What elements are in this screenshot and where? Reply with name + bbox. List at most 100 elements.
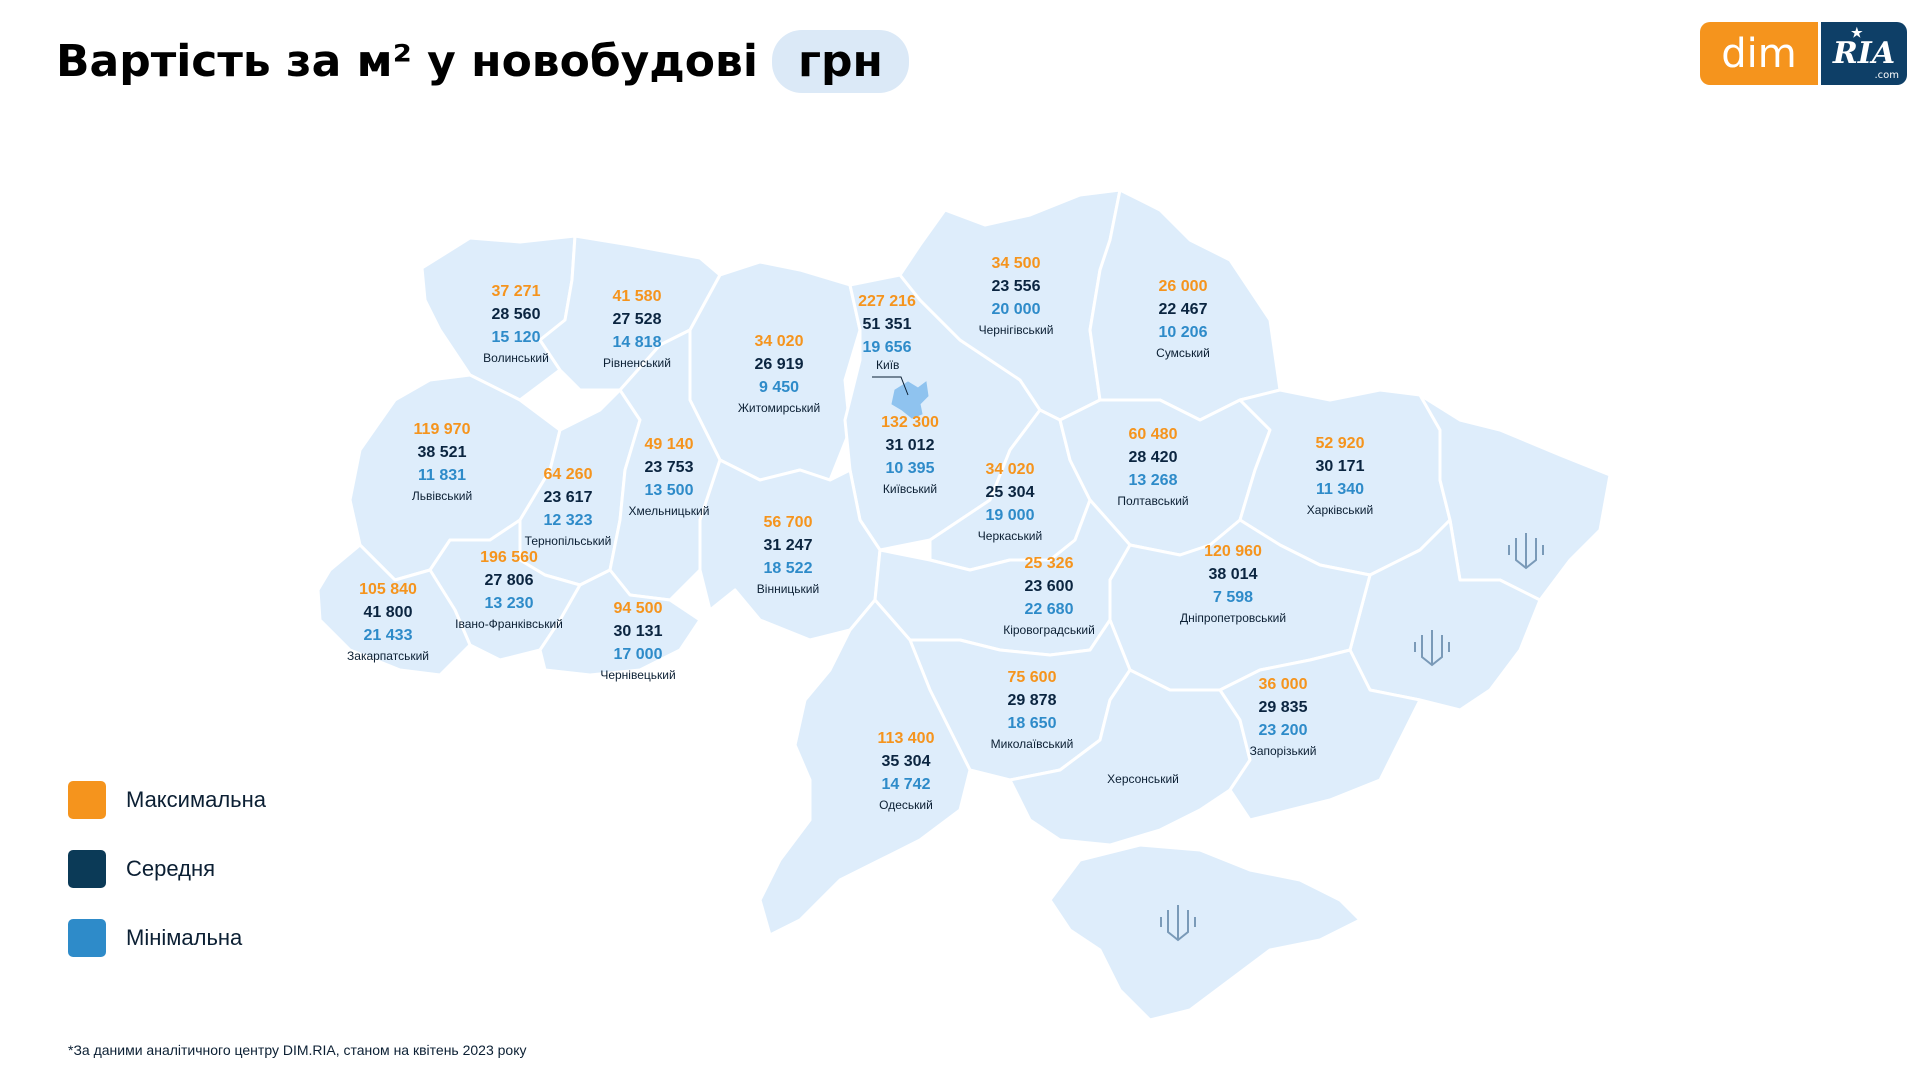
region-name: Львівський <box>411 489 473 503</box>
region-label-vinnytsia: 56 700 31 247 18 522 Вінницький <box>757 511 819 597</box>
region-label-zaporizhzhia: 36 000 29 835 23 200 Запорізький <box>1250 673 1317 759</box>
region-max-value: 75 600 <box>1007 669 1057 686</box>
region-name: Кіровоградський <box>1003 623 1095 637</box>
region-min-value: 14 818 <box>612 334 662 351</box>
region-name: Житомирський <box>737 401 821 415</box>
kyiv-city-label: Київ <box>876 358 900 372</box>
region-min-value: 13 500 <box>644 482 694 499</box>
region-min-value: 14 742 <box>881 776 931 793</box>
legend-label-max: Максимальна <box>126 787 267 812</box>
region-min-value: 11 340 <box>1315 481 1365 498</box>
region-max-value: 34 020 <box>754 333 804 350</box>
region-shape-zakarpattia <box>316 543 472 677</box>
region-min-value: 13 230 <box>484 595 534 612</box>
region-max-value: 49 140 <box>644 436 694 453</box>
region-label-kharkiv: 52 920 30 171 11 340 Харківський <box>1307 432 1373 518</box>
region-label-lviv: 119 970 38 521 11 831 Львівський <box>412 418 472 504</box>
region-max-value: 52 920 <box>1315 435 1365 452</box>
region-label-sumy: 26 000 22 467 10 206 Сумський <box>1156 275 1210 361</box>
region-shape-chernivtsi <box>538 568 702 677</box>
region-label-cherkasy: 34 020 25 304 19 000 Черкаський <box>978 458 1042 544</box>
region-max-value: 34 500 <box>991 255 1041 272</box>
logo-star-icon: ★ <box>1851 26 1863 41</box>
region-label-zhytomyr: 34 020 26 919 9 450 Житомирський <box>738 330 820 416</box>
region-name: Тернопільський <box>524 534 612 548</box>
region-max-value: 94 500 <box>613 600 663 617</box>
region-max-value: 119 970 <box>413 421 471 438</box>
region-avg-value: 26 919 <box>754 356 804 373</box>
region-name: Дніпропетровський <box>1179 611 1287 625</box>
region-avg-value: 28 420 <box>1128 449 1178 466</box>
region-name: Харківський <box>1306 503 1374 517</box>
kyiv-leader-line <box>872 376 909 396</box>
region-min-value: 18 650 <box>1007 715 1057 732</box>
logo-ria-part: ★ RIA .com <box>1821 22 1907 85</box>
region-avg-value: 30 171 <box>1315 458 1365 475</box>
region-avg-value: 31 012 <box>885 437 935 454</box>
region-name: Одеський <box>879 798 933 812</box>
region-avg-value: 27 528 <box>612 311 662 328</box>
region-max-value: 196 560 <box>480 549 538 566</box>
region-label-chernihiv: 34 500 23 556 20 000 Чернігівський <box>979 252 1054 338</box>
page-header: Вартість за м² у новобудові грн <box>56 30 909 93</box>
region-avg-value: 23 600 <box>1024 578 1074 595</box>
legend-label-min: Мінімальна <box>126 925 243 950</box>
region-max-value: 25 326 <box>1024 555 1074 572</box>
region-avg-value: 41 800 <box>363 604 413 621</box>
region-max-value: 227 216 <box>858 293 916 310</box>
region-avg-value: 22 467 <box>1158 301 1208 318</box>
legend-swatch-avg <box>68 850 106 888</box>
region-min-value: 17 000 <box>613 646 663 663</box>
region-name: Чернігівський <box>978 323 1054 337</box>
trident-icon-donetsk <box>1414 630 1450 667</box>
region-max-value: 60 480 <box>1128 426 1178 443</box>
region-avg-value: 38 014 <box>1208 566 1258 583</box>
region-min-value: 21 433 <box>363 627 413 644</box>
region-min-value: 11 831 <box>417 467 467 484</box>
region-name: Херсонський <box>1107 772 1179 786</box>
legend: Максимальна Середня Мінімальна <box>68 780 266 987</box>
region-name: Черкаський <box>977 529 1043 543</box>
region-label-ivano-frankivsk: 196 560 27 806 13 230 Івано-Франківський <box>455 546 563 632</box>
legend-label-avg: Середня <box>126 856 216 881</box>
region-min-value: 20 000 <box>991 301 1041 318</box>
region-min-value: 19 000 <box>985 507 1035 524</box>
region-shape-khmelnytskyi <box>608 328 722 602</box>
region-shape-zaporizhzhia <box>1218 648 1422 822</box>
region-max-value: 64 260 <box>543 466 593 483</box>
region-avg-value: 25 304 <box>985 484 1035 501</box>
region-label-dnipro: 120 960 38 014 7 598 Дніпропетровський <box>1180 540 1286 626</box>
region-min-value: 22 680 <box>1024 601 1074 618</box>
source-footnote: *За даними аналітичного центру DIM.RIA, … <box>68 1042 527 1058</box>
region-name: Чернівецький <box>600 668 676 682</box>
region-shape-luhansk <box>1418 393 1612 602</box>
region-shape-odesa <box>758 598 972 937</box>
region-label-zakarpattia: 105 840 41 800 21 433 Закарпатський <box>347 578 429 664</box>
region-shape-crimea <box>1048 843 1362 1022</box>
region-min-value: 10 395 <box>885 460 935 477</box>
legend-item-avg: Середня <box>68 849 266 889</box>
region-min-value: 13 268 <box>1128 472 1178 489</box>
region-avg-value: 31 247 <box>763 537 813 554</box>
region-avg-value: 38 521 <box>417 444 467 461</box>
region-label-kherson: Херсонський <box>1107 770 1179 787</box>
region-avg-value: 29 835 <box>1258 699 1308 716</box>
region-avg-value: 23 556 <box>991 278 1041 295</box>
region-max-value: 37 271 <box>491 283 541 300</box>
region-min-value: 19 656 <box>862 339 912 356</box>
region-name: Сумський <box>1156 346 1210 360</box>
region-label-chernivtsi: 94 500 30 131 17 000 Чернівецький <box>600 597 675 683</box>
region-max-value: 26 000 <box>1158 278 1208 295</box>
region-avg-value: 23 617 <box>543 489 593 506</box>
region-avg-value: 30 131 <box>613 623 663 640</box>
region-label-odesa: 113 400 35 304 14 742 Одеський <box>878 727 935 813</box>
currency-unit-badge: грн <box>771 30 909 93</box>
logo-dim-part: dim <box>1700 22 1818 85</box>
region-max-value: 34 020 <box>985 461 1035 478</box>
region-max-value: 132 300 <box>881 414 939 431</box>
region-max-value: 120 960 <box>1204 543 1262 560</box>
region-max-value: 105 840 <box>359 581 417 598</box>
region-label-kirovohrad: 25 326 23 600 22 680 Кіровоградський <box>1003 552 1095 638</box>
region-name: Київський <box>882 482 938 496</box>
